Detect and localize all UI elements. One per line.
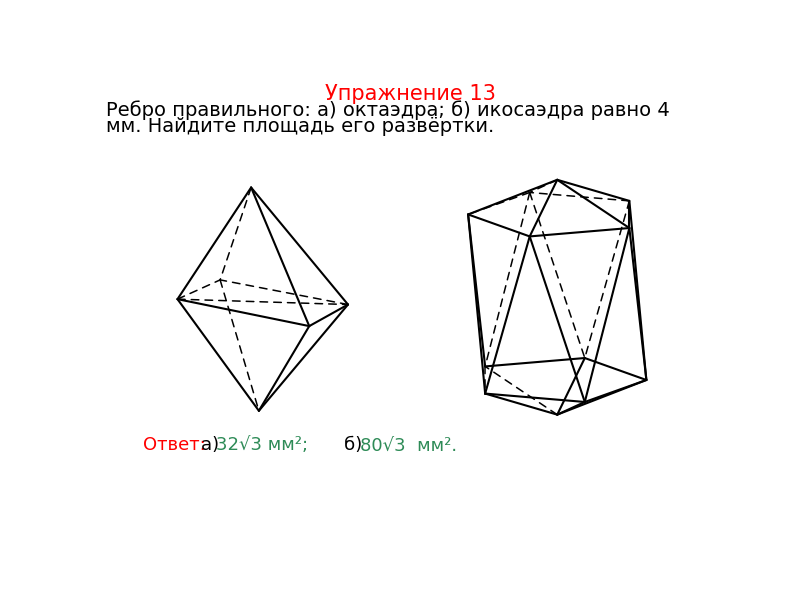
Text: а): а) bbox=[201, 436, 225, 454]
Text: 80√3  мм².: 80√3 мм². bbox=[360, 436, 457, 454]
Text: Ответ:: Ответ: bbox=[142, 436, 206, 454]
Text: 32√3 мм²;: 32√3 мм²; bbox=[216, 436, 308, 454]
Text: б): б) bbox=[344, 436, 368, 454]
Text: Упражнение 13: Упражнение 13 bbox=[325, 83, 495, 104]
Text: мм. Найдите площадь его развёртки.: мм. Найдите площадь его развёртки. bbox=[106, 116, 494, 136]
Text: Ребро правильного: а) октаэдра; б) икосаэдра равно 4: Ребро правильного: а) октаэдра; б) икоса… bbox=[106, 100, 670, 120]
